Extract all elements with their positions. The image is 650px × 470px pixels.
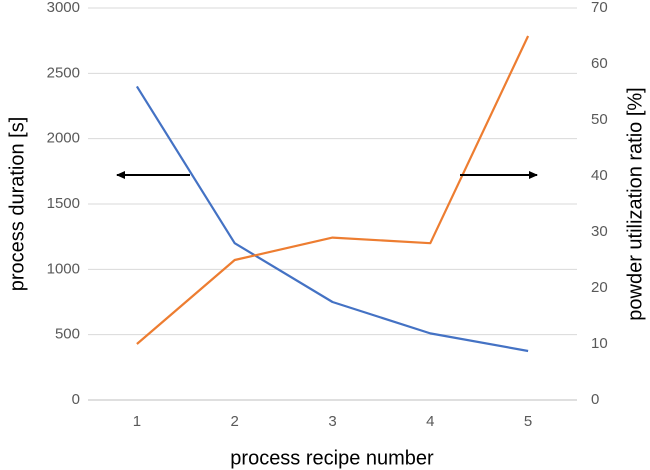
y-tick-label: 500 — [55, 326, 80, 343]
x-tick-label: 1 — [133, 413, 141, 430]
y-tick-label: 0 — [72, 391, 80, 408]
plot-area: 0 500 1000 1500 2000 2500 3000 0 10 20 30 40 50 60 70 1… — [47, 0, 608, 430]
y2-tick-label: 10 — [591, 335, 608, 352]
x-axis-title: process recipe number — [230, 447, 434, 469]
y2-tick-label: 50 — [591, 111, 608, 128]
y-tick-label: 2000 — [47, 130, 80, 147]
x-tick-label: 4 — [426, 413, 434, 430]
y2-tick-label: 0 — [591, 391, 599, 408]
series-line — [135, 85, 529, 353]
y-tick-label: 3000 — [47, 0, 80, 16]
y2-tick-label: 20 — [591, 279, 608, 296]
series-line — [136, 35, 530, 345]
y-axis-title: process duration [s] — [6, 117, 28, 292]
x-tick-label: 5 — [524, 413, 532, 430]
y2-tick-label: 60 — [591, 55, 608, 72]
y2-tick-label: 30 — [591, 223, 608, 240]
y-tick-label: 1000 — [47, 260, 80, 277]
y-tick-label: 2500 — [47, 64, 80, 81]
y2-axis-title: powder utilization ratio [%] — [624, 87, 646, 320]
x-tick-label: 2 — [231, 413, 239, 430]
x-tick-label: 3 — [328, 413, 336, 430]
y-tick-label: 1500 — [47, 195, 80, 212]
y2-tick-label: 40 — [591, 167, 608, 184]
y2-tick-label: 70 — [591, 0, 608, 16]
